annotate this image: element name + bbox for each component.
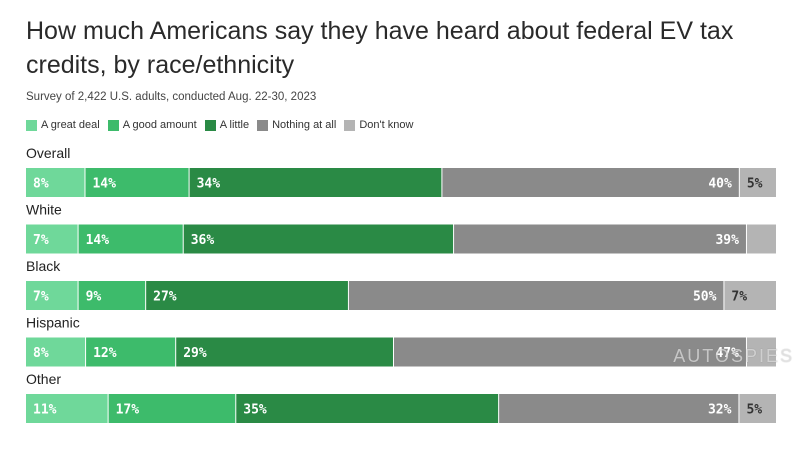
legend: A great deal A good amount A little Noth… [26, 118, 421, 132]
legend-label: Don't know [359, 119, 414, 131]
data-label: 7% [33, 233, 49, 248]
data-label: 50% [693, 290, 717, 305]
bar-segment-great-deal [26, 281, 78, 310]
legend-label: A great deal [41, 119, 100, 131]
bar-segment-nothing-at-all [454, 224, 746, 254]
bar-segment-great-deal [26, 337, 86, 367]
bar-segment-nothing-at-all [348, 281, 724, 310]
bar-segment-a-little [236, 394, 499, 423]
data-label: 27% [153, 290, 177, 305]
data-label: 34% [197, 177, 221, 192]
legend-swatch [344, 119, 356, 131]
legend-swatch [107, 119, 119, 131]
category-label: Overall [26, 145, 70, 161]
bar-segment-a-little [189, 168, 442, 197]
data-label: 17% [116, 403, 140, 418]
data-label: 35% [243, 403, 267, 418]
legend-item-great-deal: A great deal [26, 119, 100, 131]
bar-segment-a-little [146, 281, 348, 310]
category-label: Other [26, 371, 61, 387]
bar-segment-a-little [176, 337, 393, 367]
legend-swatch [204, 119, 216, 131]
chart-subtitle: Survey of 2,422 U.S. adults, conducted A… [26, 91, 317, 103]
data-label: 8% [33, 177, 49, 192]
bar-segment-dont-know [724, 281, 776, 310]
legend-label: Nothing at all [272, 119, 337, 131]
data-label: 5% [747, 177, 763, 192]
bar-segment-good-amount [108, 394, 236, 423]
bar-segment-nothing-at-all [499, 394, 739, 423]
data-label: 8% [33, 346, 49, 361]
legend-item-nothing-at-all: Nothing at all [257, 119, 336, 131]
chart-title: How much Americans say they have heard a… [26, 17, 734, 79]
data-label: 12% [93, 346, 117, 361]
legend-item-dont-know: Don't know [344, 119, 413, 131]
data-label: 14% [86, 233, 110, 248]
bar-segment-dont-know [746, 337, 776, 367]
bar-segment-dont-know [739, 394, 776, 423]
data-label: 14% [92, 177, 116, 192]
bar-segment-nothing-at-all [393, 337, 746, 367]
legend-label: A little [219, 119, 250, 131]
bar-segment-a-little [183, 224, 454, 254]
bar-segment-dont-know [746, 224, 776, 254]
category-label: Black [26, 258, 61, 274]
data-label: 39% [715, 233, 739, 248]
data-label: 29% [183, 346, 207, 361]
data-label: 47% [715, 346, 739, 361]
data-label: 40% [708, 177, 732, 192]
bar-segment-dont-know [739, 168, 776, 197]
bar-segment-great-deal [26, 168, 85, 197]
category-label: White [26, 202, 62, 218]
bar-segment-good-amount [78, 224, 183, 254]
legend-label: A good amount [122, 119, 197, 131]
data-label: 5% [746, 403, 762, 418]
data-label: 7% [731, 290, 747, 305]
data-label: 7% [33, 290, 49, 305]
bar-segment-great-deal [26, 224, 78, 254]
legend-item-a-little: A little [204, 119, 250, 131]
bar-segment-great-deal [26, 394, 108, 423]
bar-segment-nothing-at-all [442, 168, 739, 197]
data-label: 9% [86, 290, 102, 305]
legend-swatch [26, 119, 37, 131]
data-label: 32% [708, 403, 732, 418]
watermark-text: AUTOSPIES [673, 346, 794, 366]
legend-item-good-amount: A good amount [107, 119, 197, 131]
bar-segment-good-amount [85, 168, 189, 197]
legend-swatch [257, 119, 269, 131]
bar-segment-good-amount [78, 281, 146, 310]
bar-segment-good-amount [86, 337, 176, 367]
category-label: Hispanic [26, 315, 80, 331]
data-label: 11% [33, 403, 57, 418]
data-label: 36% [191, 233, 215, 248]
